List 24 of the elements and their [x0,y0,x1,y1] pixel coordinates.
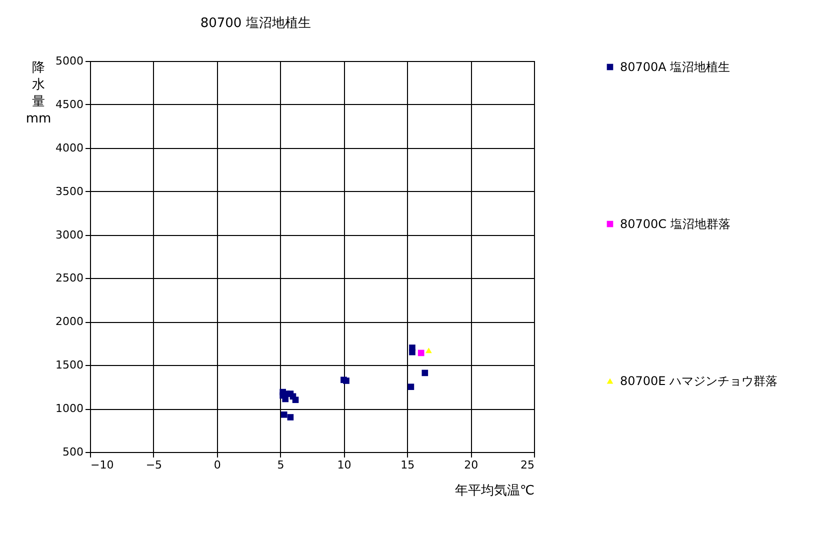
y-tick-label: 3500 [56,184,84,198]
x-tick-label: 15 [400,458,415,472]
y-tick-label: 2500 [56,272,84,285]
x-tick-label: −5 [146,458,162,472]
x-tick-label: 5 [277,458,284,472]
y-tick-label: 3000 [56,228,84,242]
legend-label: 80700A 塩沼地植生 [620,60,730,74]
y-tick-label: 4500 [56,98,84,111]
y-tick-label: 5000 [56,54,84,68]
x-axis-title: 年平均気温℃ [454,484,534,498]
chart-title: 80700 塩沼地植生 [200,16,311,31]
y-axis-title: 降水量 mm [26,60,52,126]
y-tick-label: 1500 [56,358,84,372]
y-tick-label: 2000 [56,315,84,328]
y-tick-label: 4000 [56,141,84,154]
x-tick-label: 25 [520,458,534,472]
legend-label: 80700E ハマジンチョウ群落 [620,374,778,388]
x-tick-label: −10 [90,458,114,472]
legend-label: 80700C 塩沼地群落 [620,217,730,231]
x-tick-label: 0 [214,458,221,472]
x-tick-label: 10 [337,458,352,472]
x-tick-label: 20 [464,458,478,472]
y-tick-label: 1000 [56,402,84,416]
y-tick-label: 500 [62,446,84,458]
